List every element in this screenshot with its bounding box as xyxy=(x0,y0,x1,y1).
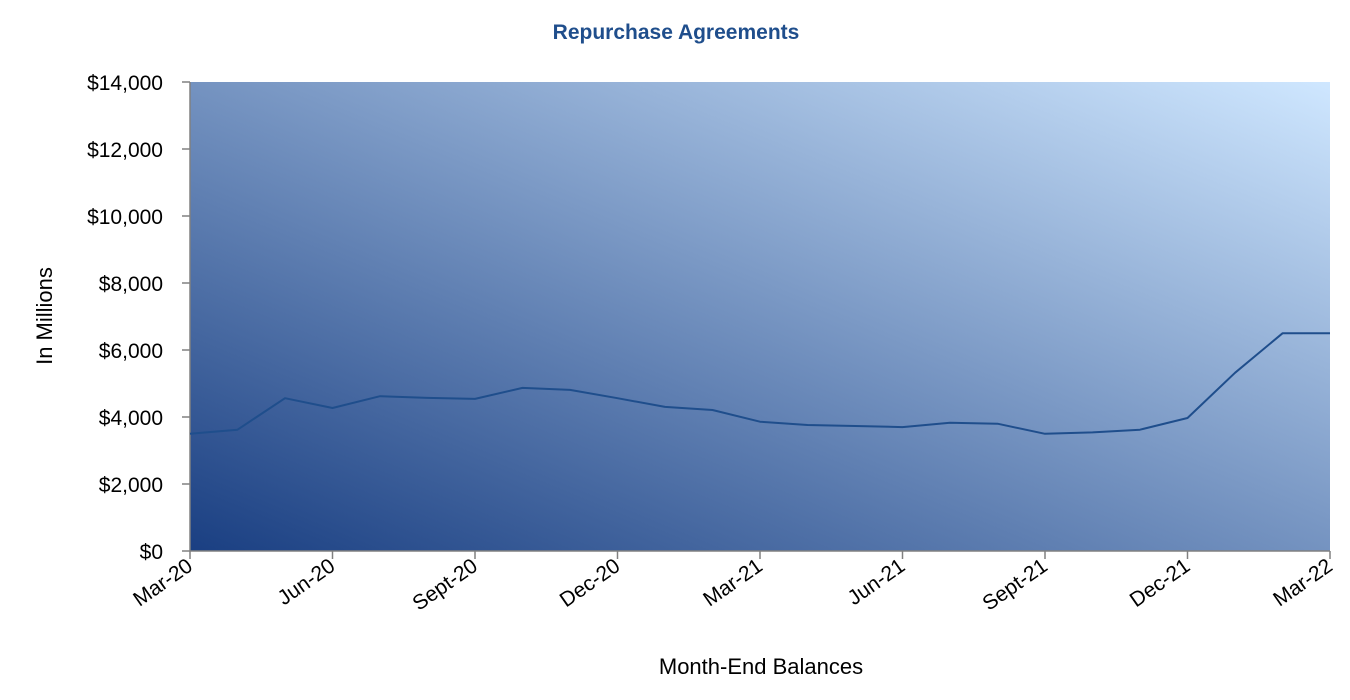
x-tick-label: Mar-21 xyxy=(699,554,767,611)
x-axis: Mar-20 Jun-20 Sept-20 Dec-20 Mar-21 Jun-21 Sep… xyxy=(129,550,1337,615)
y-tick-label: $0 xyxy=(140,541,163,564)
y-tick-label: $10,000 xyxy=(87,206,163,229)
x-tick-label: Sept-20 xyxy=(408,554,481,615)
x-tick-label: Dec-21 xyxy=(1126,554,1195,612)
y-tick-label: $4,000 xyxy=(99,407,163,430)
y-tick-label: $2,000 xyxy=(99,474,163,497)
y-tick-label: $6,000 xyxy=(99,340,163,363)
chart-title: Repurchase Agreements xyxy=(553,21,800,44)
x-tick-label: Sept-21 xyxy=(978,554,1051,615)
series-line xyxy=(189,332,1330,435)
y-axis: $0 $2,000 $4,000 $6,000 $8,000 $10,000 $12,000… xyxy=(87,72,191,564)
plot-area xyxy=(190,82,1330,551)
x-tick-label: Dec-20 xyxy=(556,554,625,612)
y-axis-title: In Millions xyxy=(32,267,57,365)
x-tick-label: Jun-20 xyxy=(274,554,340,610)
x-tick-label: Mar-22 xyxy=(1269,554,1337,611)
y-tick-label: $8,000 xyxy=(99,273,163,296)
x-tick-label: Jun-21 xyxy=(844,554,910,610)
y-tick-label: $12,000 xyxy=(87,139,163,162)
x-axis-title: Month-End Balances xyxy=(659,654,863,679)
series-repurchase-agreements xyxy=(189,332,1330,435)
y-tick-label: $14,000 xyxy=(87,72,163,95)
